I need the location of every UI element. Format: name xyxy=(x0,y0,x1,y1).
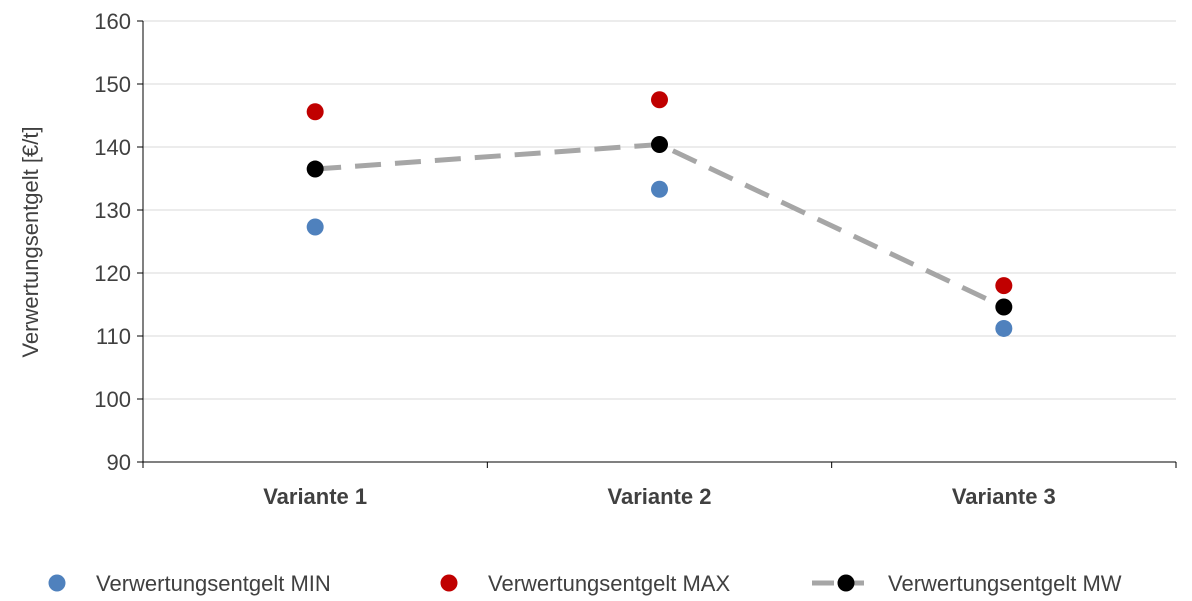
y-tick-label: 150 xyxy=(94,72,131,97)
data-point-min xyxy=(651,180,668,198)
data-point-max xyxy=(651,91,668,109)
x-category-label: Variante 2 xyxy=(608,484,712,509)
x-category-label: Variante 3 xyxy=(952,484,1056,509)
legend-label: Verwertungsentgelt MW xyxy=(888,571,1122,596)
series-line-mw xyxy=(314,141,1005,310)
legend-label: Verwertungsentgelt MIN xyxy=(96,571,331,596)
series-lines xyxy=(314,141,1005,310)
gridlines xyxy=(137,20,1176,463)
legend-marker-min xyxy=(48,574,66,592)
axes xyxy=(142,21,1177,468)
legend-marker-max xyxy=(440,574,458,592)
y-tick-label: 160 xyxy=(94,9,131,34)
data-point-min xyxy=(995,319,1013,337)
y-tick-label: 130 xyxy=(94,198,131,223)
legend-marker-mw xyxy=(837,574,855,592)
x-category-labels: Variante 1 Variante 2 Variante 3 xyxy=(263,484,1056,509)
y-tick-label: 100 xyxy=(94,387,131,412)
data-point-min xyxy=(306,218,324,236)
y-tick-labels: 90 100 110 120 130 140 150 160 xyxy=(94,9,131,475)
x-category-label: Variante 1 xyxy=(263,484,367,509)
data-point-mw xyxy=(306,160,324,178)
y-tick-label: 110 xyxy=(96,324,131,349)
data-point-mw xyxy=(995,298,1013,316)
y-tick-label: 140 xyxy=(94,135,131,160)
y-axis-label: Verwertungsentgelt [€/t] xyxy=(18,126,43,357)
y-tick-label: 90 xyxy=(107,450,131,475)
data-points xyxy=(306,91,1013,337)
data-point-mw xyxy=(651,135,668,153)
legend-label: Verwertungsentgelt MAX xyxy=(488,571,730,596)
y-tick-label: 120 xyxy=(94,261,131,286)
data-point-max xyxy=(995,277,1013,295)
data-point-max xyxy=(306,103,324,121)
legend: Verwertungsentgelt MIN Verwertungsentgelt… xyxy=(48,571,1122,596)
